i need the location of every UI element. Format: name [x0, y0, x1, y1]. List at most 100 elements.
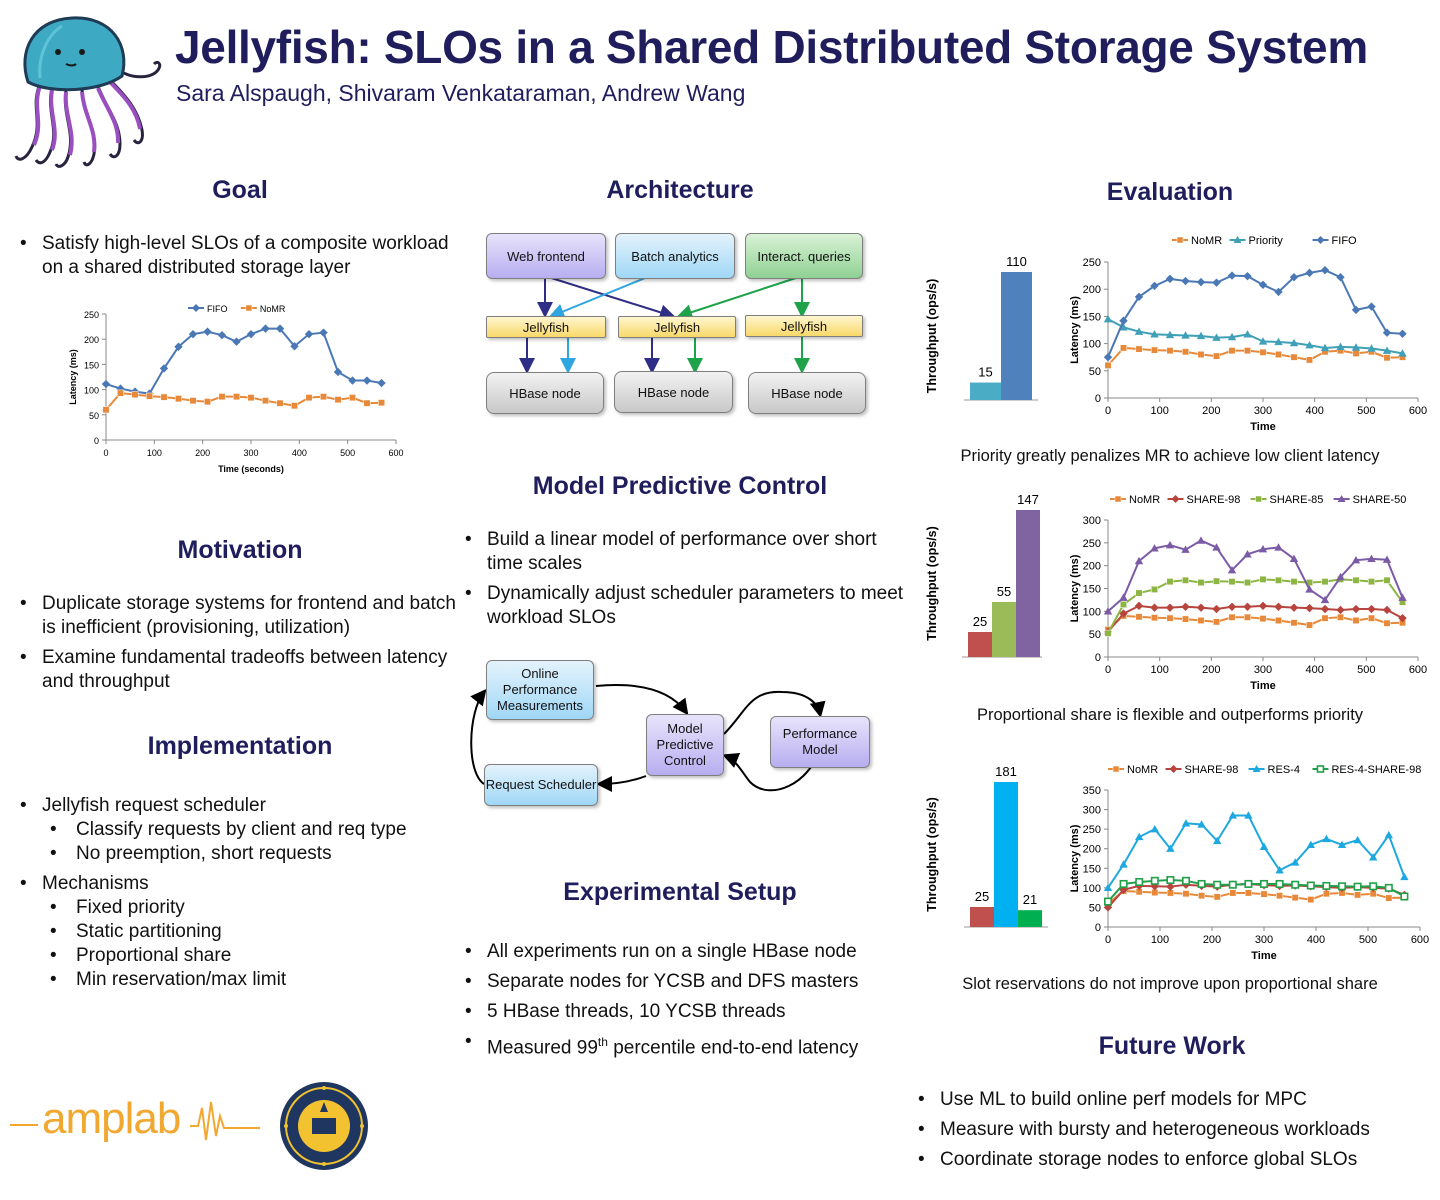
mechanism-subitem: Proportional share [42, 944, 460, 968]
data-point [1114, 495, 1122, 503]
throughput-bar [970, 382, 1001, 400]
data-point [1322, 834, 1331, 843]
y-axis-label: Latency (ms) [1069, 554, 1081, 622]
data-point [1275, 576, 1282, 584]
data-point [1228, 347, 1236, 355]
x-tick-label: 0 [1105, 405, 1111, 417]
data-point [1213, 577, 1220, 585]
setup-heading: Experimental Setup [563, 878, 797, 906]
data-point [1134, 601, 1144, 611]
data-point [1260, 879, 1269, 888]
data-point [1352, 576, 1360, 584]
data-point [1103, 314, 1113, 323]
motivation-bullet: Duplicate storage systems for frontend a… [20, 592, 460, 640]
bar-value-label: 181 [995, 764, 1017, 779]
data-point [1259, 842, 1269, 850]
y-tick-label: 50 [1089, 902, 1101, 914]
legend-label: NoMR [260, 304, 286, 314]
data-point [1305, 268, 1314, 278]
data-point [349, 394, 356, 402]
data-point [1368, 578, 1375, 586]
data-point [1212, 604, 1221, 614]
chart-body: 25 55 147 Throughput (ops/s) [925, 492, 1042, 658]
y-tick-label: 300 [1083, 515, 1101, 527]
legend-label: NoMR [1129, 494, 1160, 506]
data-point [1337, 882, 1346, 891]
legend-label: SHARE-98 [1187, 494, 1241, 506]
data-point [334, 396, 342, 404]
data-point [1150, 603, 1159, 612]
data-point [1150, 330, 1159, 338]
data-point [1322, 890, 1330, 898]
share-latency-chart: 0 50 100 150 200 250 300 0 100 200 300 400 500 600 Tim… [1069, 494, 1427, 692]
data-point [1382, 346, 1392, 354]
throughput-bar-chart-3: 25 181 21 Throughput (ops/s) [925, 764, 1048, 928]
data-point [1243, 271, 1252, 281]
data-point [1291, 894, 1299, 902]
x-tick-label: 300 [1254, 405, 1272, 417]
setup-bullets: All experiments run on a single HBase no… [465, 940, 905, 1066]
x-tick-label: 500 [1359, 934, 1377, 946]
data-point [1352, 349, 1360, 357]
data-point [1171, 495, 1180, 503]
data-point [1166, 882, 1175, 891]
data-point [1382, 555, 1392, 563]
data-point [1351, 555, 1361, 564]
data-point [1274, 287, 1283, 297]
data-point [1165, 603, 1175, 612]
data-point [1305, 585, 1314, 593]
data-point [1320, 265, 1330, 275]
data-point [1243, 550, 1252, 558]
data-point [1213, 880, 1222, 889]
data-point [262, 397, 269, 405]
y-tick-label: 50 [1089, 629, 1101, 641]
setup-bullet: 5 HBase threads, 10 YCSB threads [465, 1000, 905, 1024]
data-point [1166, 876, 1175, 885]
data-point [1306, 840, 1315, 848]
goal-latency-chart: 0 50 100 150 200 250 0 100 200 300 400 500 600 Time (… [68, 304, 404, 474]
y-axis-label: Latency (ms) [1069, 824, 1081, 892]
data-point [1150, 876, 1159, 885]
data-point [1320, 604, 1330, 614]
throughput-bar [992, 602, 1016, 657]
chart-body: 0 50 100 150 200 250 0 100 200 300 400 500 600 Time La… [1069, 235, 1427, 433]
data-point [1197, 617, 1205, 624]
data-point [1353, 835, 1362, 844]
data-point [217, 330, 227, 340]
throughput-bar-chart-1: 15 110 Throughput (ops/s) [925, 254, 1038, 401]
data-point [1197, 820, 1206, 828]
data-point [1274, 602, 1283, 611]
chart-body: 25 181 21 Throughput (ops/s) [925, 764, 1048, 928]
y-axis-label: Throughput (ops/s) [925, 526, 939, 641]
data-point [363, 399, 371, 407]
x-tick-label: 500 [1357, 405, 1375, 417]
scheduler-subitem: No preemption, short requests [42, 842, 460, 866]
y-tick-label: 100 [1083, 883, 1101, 895]
reservation-latency-chart: 0 50 100 150 200 250 300 350 0 100 200 300 400 500 600… [1069, 764, 1429, 962]
data-point [192, 304, 200, 312]
data-point [1213, 893, 1221, 901]
x-tick-label: 300 [1255, 934, 1273, 946]
y-tick-label: 50 [1089, 366, 1101, 378]
data-point [1368, 614, 1375, 622]
data-point [1197, 879, 1206, 888]
data-point [1400, 892, 1409, 901]
data-point [1196, 603, 1206, 612]
x-tick-label: 300 [1254, 664, 1272, 676]
data-point [189, 397, 197, 405]
data-point [1306, 881, 1315, 890]
data-point [1260, 890, 1268, 898]
data-point [362, 376, 372, 385]
y-tick-label: 0 [1095, 922, 1101, 934]
x-tick-label: 600 [388, 448, 403, 458]
data-point [261, 324, 270, 333]
data-point [1182, 576, 1189, 584]
data-point [319, 328, 328, 337]
hbase-node-box: HBase node [748, 372, 866, 414]
data-point [1150, 824, 1159, 833]
priority-latency-chart: 0 50 100 150 200 250 0 100 200 300 400 500 600 Time La… [1069, 235, 1427, 433]
chart-body: 15 110 Throughput (ops/s) [925, 254, 1038, 401]
data-point [1289, 273, 1299, 282]
bar-value-label: 110 [1006, 254, 1027, 269]
y-tick-label: 200 [1083, 844, 1101, 856]
